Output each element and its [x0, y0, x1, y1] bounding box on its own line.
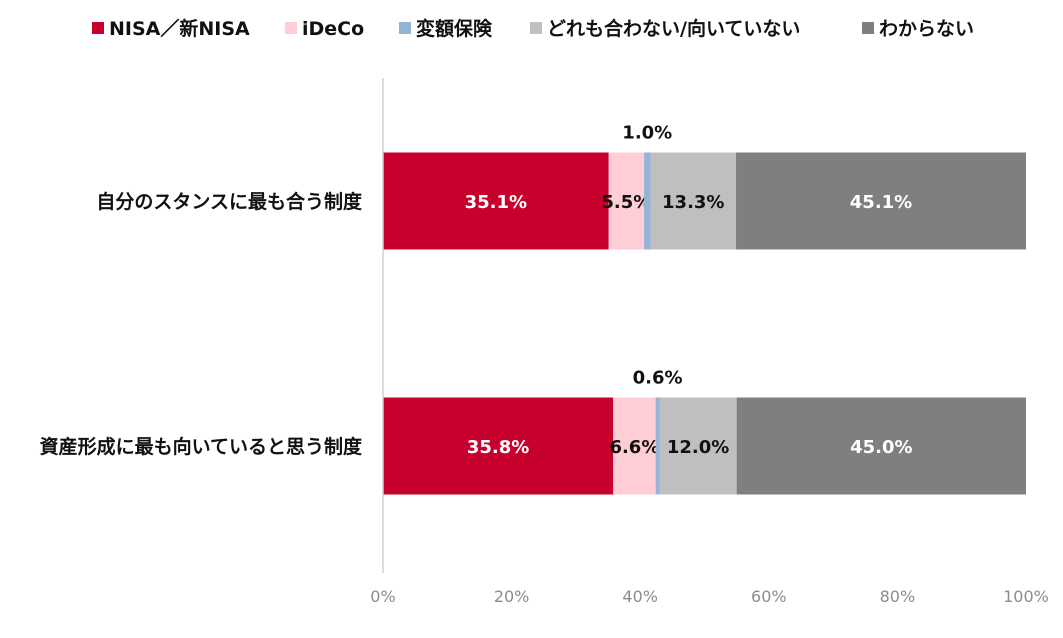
plot-area: 35.1% 5.5% 1.0% 13.3% 45.1% 35.8% 6.6% 0.6% 12.0… [383, 123, 1026, 495]
bar-segment [608, 152, 645, 250]
data-label: 0.6% [633, 368, 683, 389]
tick-label: 0% [370, 587, 395, 606]
bar-segment [650, 152, 737, 250]
data-label: 13.3% [662, 192, 724, 213]
legend: NISA／新NISA iDeCo 変額保険 どれも合わない/向いていない わからない [92, 17, 974, 40]
legend-entry: iDeCo [302, 18, 364, 40]
bar-segment [383, 152, 609, 250]
tick-label: 80% [880, 587, 916, 606]
bar-segment [613, 397, 656, 495]
data-label: 45.1% [850, 192, 912, 213]
data-label: 6.6% [609, 437, 659, 458]
legend-swatch [399, 22, 411, 34]
value-axis: 0% 20% 40% 60% 80% 100% [370, 587, 1049, 606]
tick-label: 20% [494, 587, 530, 606]
data-label: 5.5% [601, 192, 651, 213]
tick-label: 60% [751, 587, 787, 606]
legend-swatch [92, 22, 104, 34]
data-label: 35.1% [465, 192, 527, 213]
legend-entry: 変額保険 [416, 17, 493, 40]
tick-label: 40% [622, 587, 658, 606]
bar-segment [659, 397, 737, 495]
data-label: 1.0% [622, 123, 672, 144]
category-label: 資産形成に最も向いていると思う制度 [40, 435, 363, 458]
data-label: 45.0% [850, 437, 912, 458]
bar-segment [383, 397, 614, 495]
data-label: 12.0% [667, 437, 729, 458]
legend-swatch [285, 22, 297, 34]
category-label: 自分のスタンスに最も合う制度 [96, 190, 363, 213]
bar-segment [736, 152, 1026, 250]
tick-label: 100% [1003, 587, 1049, 606]
legend-entry: NISA／新NISA [109, 17, 250, 40]
bar-segment [736, 397, 1026, 495]
bar-segment [655, 397, 660, 495]
data-label: 35.8% [467, 437, 529, 458]
legend-swatch [862, 22, 874, 34]
legend-swatch [530, 22, 542, 34]
bar-segment [644, 152, 651, 250]
legend-entry: どれも合わない/向いていない [547, 17, 800, 40]
legend-entry: わからない [879, 18, 974, 40]
